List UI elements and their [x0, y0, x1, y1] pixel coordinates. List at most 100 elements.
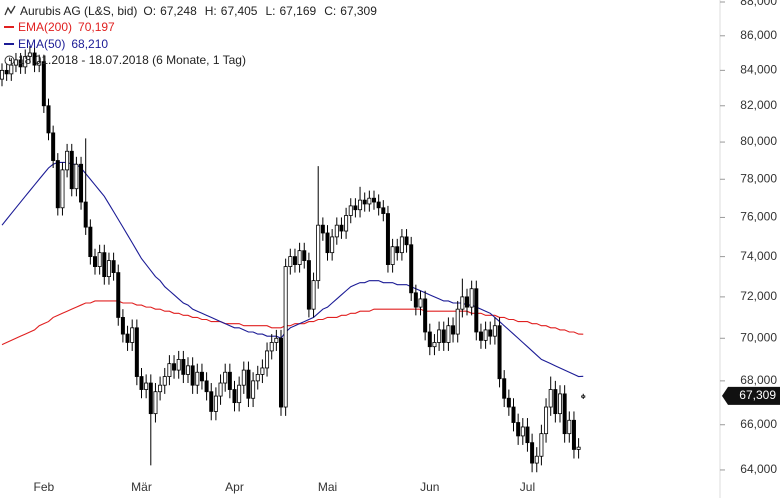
legend-swatch [4, 26, 14, 29]
candle-body [302, 250, 307, 261]
candle-body [176, 359, 181, 371]
candle-body [241, 369, 246, 386]
candle-body [367, 197, 372, 205]
candle-body [390, 246, 395, 265]
candle-body [395, 246, 400, 254]
candle-body [274, 337, 279, 343]
candle-body [344, 215, 349, 232]
candle-body [558, 393, 563, 415]
candle-body [199, 371, 204, 382]
candle-body [358, 199, 363, 211]
candle-body [232, 389, 237, 404]
candle-body [246, 369, 251, 399]
candle-body [306, 260, 311, 310]
candle-body [213, 395, 218, 412]
candle-body [427, 331, 432, 348]
candle-body [4, 69, 9, 75]
candle-body [181, 359, 186, 375]
candle-body [451, 325, 456, 335]
candle-body [339, 224, 344, 232]
date-range: 18.01.2018 - 18.07.2018 (6 Monate, 1 Tag… [18, 52, 246, 67]
candle-body [488, 329, 493, 337]
legend-row: EMA(50) 68,210 [4, 36, 385, 52]
candle-body [525, 426, 530, 444]
candle-body [278, 337, 283, 408]
candle-body [69, 150, 74, 190]
candle-body [437, 329, 442, 343]
candle-body [553, 389, 558, 415]
candle-body [106, 260, 111, 278]
candle-body [83, 201, 88, 228]
chart-icon [4, 5, 16, 16]
candle-body [134, 327, 139, 377]
candle-body [18, 59, 23, 68]
ema-line [1, 161, 584, 378]
candle-body [79, 163, 84, 203]
candle-body [292, 256, 297, 265]
candle-body [227, 371, 232, 390]
candle-body [325, 232, 330, 254]
candle-body [432, 342, 437, 348]
candle-body [581, 395, 586, 398]
candle-body [316, 224, 321, 282]
candle-body [204, 380, 209, 393]
candle-body [516, 422, 521, 437]
y-tick-label: 78,000 [740, 171, 777, 185]
candle-body [237, 384, 242, 404]
candle-body [544, 406, 549, 435]
candle-body [120, 317, 125, 335]
candle-body [46, 105, 51, 134]
candle-body [74, 163, 79, 190]
candle-body [116, 272, 121, 318]
candle-body [562, 393, 567, 435]
candle-body [399, 236, 404, 254]
x-tick-label: Mär [131, 480, 152, 494]
candle-body [65, 150, 70, 171]
candle-body [297, 250, 302, 265]
candle-body [506, 397, 511, 408]
candle-body [353, 205, 358, 211]
y-tick-label: 64,000 [740, 462, 777, 476]
legend-label: EMA(200) [18, 20, 73, 35]
x-tick-label: Mai [318, 480, 337, 494]
candle-body [376, 201, 381, 209]
candle-body [88, 226, 93, 258]
y-tick-label: 72,000 [740, 289, 777, 303]
candle-body [265, 350, 270, 369]
x-tick-label: Jun [420, 480, 439, 494]
candle-body [288, 256, 293, 267]
candle-body [190, 365, 195, 386]
candle-body [474, 288, 479, 333]
candle-body [13, 59, 18, 66]
candle-body [32, 52, 37, 66]
candle-body [153, 391, 158, 415]
candle-body [497, 325, 502, 380]
legend-row: Aurubis AG (L&S, bid) O: 67,248 H: 67,405 L:… [4, 3, 385, 19]
candle-body [413, 292, 418, 308]
y-tick-label: 66,000 [740, 417, 777, 431]
y-tick-label: 74,000 [740, 249, 777, 263]
candle-body [423, 298, 428, 333]
candle-body [464, 296, 469, 308]
candle-body [520, 426, 525, 437]
y-tick-label: 68,000 [740, 373, 777, 387]
candle-body [483, 329, 488, 341]
candle-body [125, 333, 130, 343]
header-value: 67,309 [340, 4, 377, 18]
candle-body [334, 224, 339, 238]
candle-body [576, 446, 581, 450]
candle-body [209, 391, 214, 412]
legend: Aurubis AG (L&S, bid) O: 67,248 H: 67,405 L:… [4, 3, 385, 68]
ohlc-header: O: 67,248 H: 67,405 L: 67,169 C: 67,309 [143, 3, 385, 19]
header-value: 67,405 [220, 4, 258, 18]
candle-body [255, 373, 260, 382]
candle-body [460, 296, 465, 310]
candle-body [167, 363, 172, 377]
x-tick-label: Jul [520, 480, 535, 494]
header-value: 67,248 [160, 4, 197, 18]
legend-value: 68,210 [71, 36, 109, 51]
candle-body [571, 419, 576, 450]
header-key: O: [143, 4, 157, 18]
